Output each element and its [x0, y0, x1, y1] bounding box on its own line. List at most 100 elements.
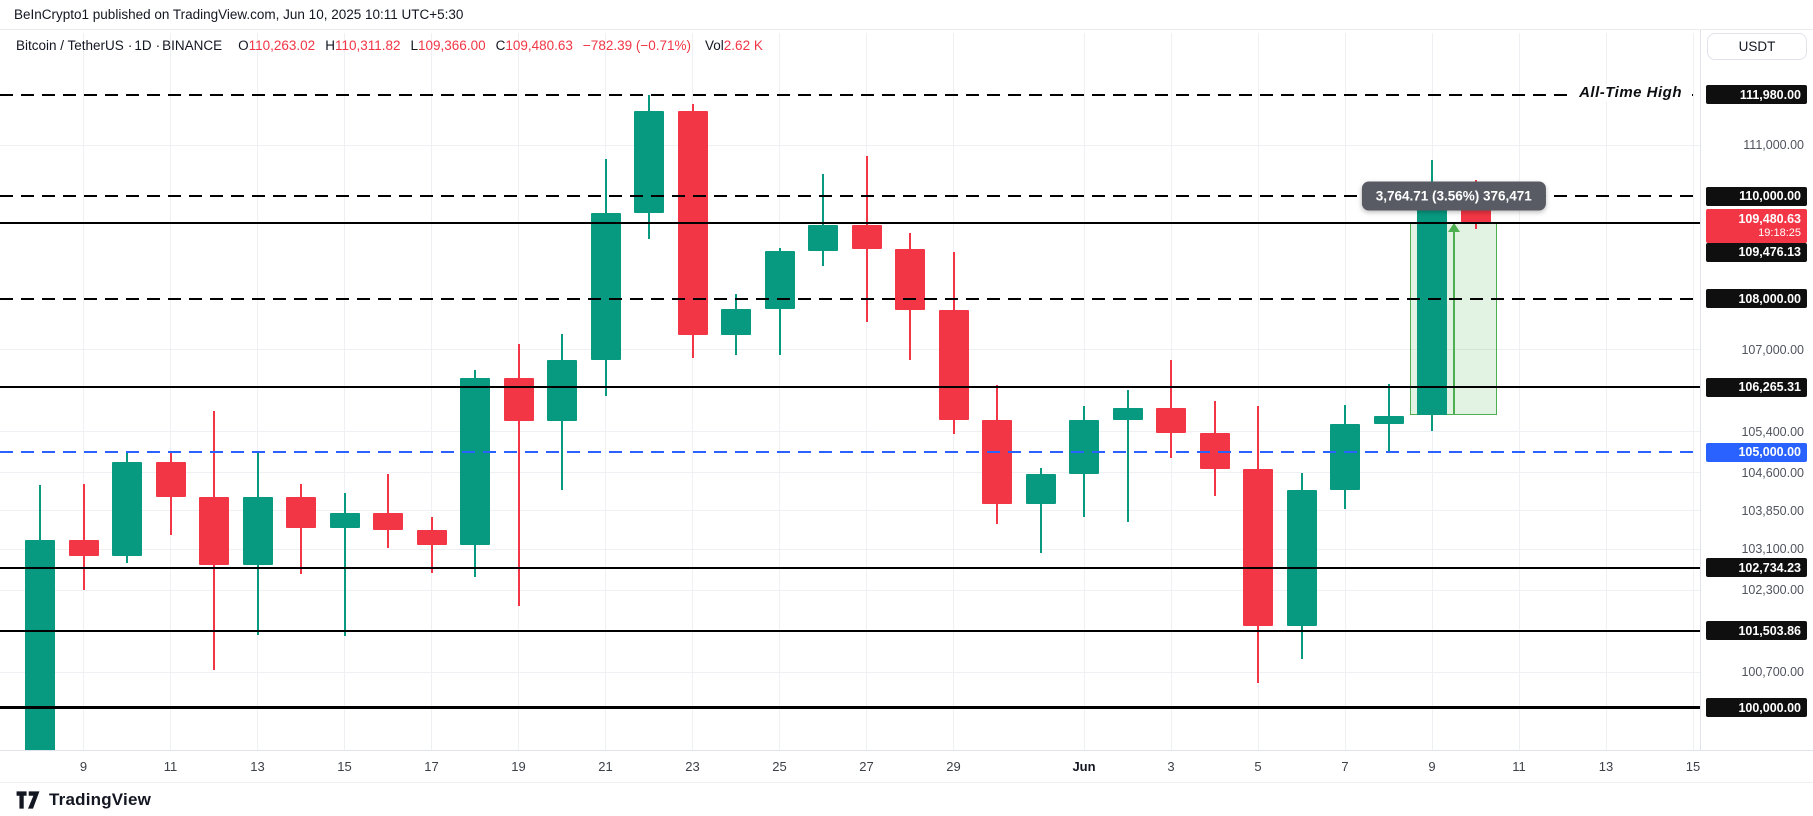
symbol-legend: Bitcoin / TetherUS · 1D · BINANCE O110,2…	[16, 38, 763, 53]
time-tick-label: 25	[772, 759, 787, 774]
time-axis[interactable]: 9 11 13 15 17 19 21 23 25 27 29 Jun 3 5 7 9 11 13 15	[0, 750, 1813, 782]
volume-label: Vol	[705, 38, 724, 53]
candle-body	[242, 497, 273, 566]
price-level-badge: 109,476.13	[1706, 242, 1807, 262]
grid-line-vertical	[1518, 33, 1520, 750]
price-level-badge: 105,000.00	[1706, 442, 1807, 462]
measure-arrowhead-icon	[1447, 223, 1460, 232]
last-price-badge: 109,480.63 19:18:25	[1706, 208, 1807, 243]
grid-line-horizontal	[0, 589, 1701, 591]
legend-separator-2: ·	[155, 38, 161, 53]
candle-wick	[300, 484, 302, 574]
price-tick-label: 104,600.00	[1741, 465, 1804, 480]
time-tick-label: 29	[946, 759, 961, 774]
price-level-line[interactable]	[0, 706, 1701, 710]
candle-body	[460, 377, 490, 545]
grid-line-vertical	[83, 33, 84, 750]
candle-body	[199, 497, 229, 566]
candle-body	[68, 539, 99, 557]
grid-line-horizontal	[0, 548, 1701, 550]
legend-symbol[interactable]: Bitcoin / TetherUS	[16, 38, 124, 53]
candle-body	[286, 497, 316, 529]
time-tick-label: 7	[1341, 759, 1349, 774]
price-level-line[interactable]	[0, 93, 1701, 96]
ohlc-high-label: H	[325, 38, 335, 53]
grid-line-vertical	[1605, 33, 1607, 750]
candle-body	[1199, 432, 1230, 469]
grid-line-horizontal	[0, 472, 1701, 474]
candle-wick	[343, 492, 346, 636]
price-level-badge: 102,734.23	[1706, 558, 1807, 578]
candle-body	[25, 539, 55, 750]
time-tick-label: 15	[337, 759, 352, 774]
price-tick-label: 105,400.00	[1741, 424, 1804, 439]
ohlc-high-value: 110,311.82	[334, 38, 401, 53]
time-tick-label: 21	[598, 759, 613, 774]
ohlc-open-value: 110,263.02	[248, 38, 316, 53]
price-level-line[interactable]	[0, 297, 1701, 300]
candle-body	[721, 309, 751, 335]
candle-wick	[1126, 390, 1129, 523]
time-tick-label: 9	[79, 759, 88, 774]
chart-plot-surface[interactable]: All-Time High 3,764.71 (3.56%) 376,471	[0, 0, 1701, 750]
price-level-badge: 108,000.00	[1706, 289, 1807, 309]
price-tick-label: 111,000.00	[1743, 138, 1804, 153]
grid-line-horizontal	[0, 144, 1701, 146]
candle-body	[851, 224, 882, 249]
attribution-text: BeInCrypto1 published on TradingView.com…	[14, 7, 464, 22]
candle-body	[895, 248, 925, 310]
price-tick-label: 107,000.00	[1741, 342, 1804, 357]
time-tick-label: 19	[511, 759, 526, 774]
price-axis[interactable]: USDT 109,480.63 19:18:25 111,000.00 107,0…	[1700, 30, 1813, 750]
legend-exchange: BINANCE	[162, 38, 223, 53]
volume-value: 2.62 K	[723, 38, 763, 53]
candle-body	[1243, 468, 1273, 626]
ohlc-open-label: O	[238, 38, 249, 53]
grid-line-vertical	[1257, 33, 1259, 750]
price-level-line[interactable]	[0, 195, 1701, 198]
candle-body	[982, 419, 1012, 505]
price-level-badge: 100,000.00	[1706, 698, 1807, 718]
measure-tooltip: 3,764.71 (3.56%) 376,471	[1361, 181, 1546, 211]
candle-body	[1373, 415, 1404, 424]
candle-body	[1069, 420, 1099, 474]
legend-separator-1: ·	[127, 38, 133, 53]
price-level-line[interactable]	[0, 451, 1701, 454]
candle-wick	[430, 517, 433, 573]
grid-line-vertical	[692, 33, 693, 750]
price-level-line[interactable]	[0, 566, 1701, 569]
candle-body	[938, 309, 969, 420]
candle-body	[634, 110, 664, 213]
candle-wick	[387, 473, 389, 548]
tradingview-logo-text: TradingView	[49, 790, 152, 809]
ohlc-low-label: L	[410, 38, 419, 53]
ohlc-close-value: 109,480.63	[505, 38, 573, 53]
price-level-line[interactable]	[0, 222, 1701, 225]
price-tick-label: 102,300.00	[1741, 583, 1804, 598]
time-tick-label: 15	[1685, 759, 1701, 774]
time-tick-label: 27	[859, 759, 874, 774]
measure-arrow-line	[1452, 231, 1455, 415]
all-time-high-label[interactable]: All-Time High	[1569, 83, 1692, 101]
ohlc-low-value: 109,366.00	[418, 38, 486, 53]
price-level-line[interactable]	[0, 629, 1701, 632]
price-level-line[interactable]	[0, 386, 1701, 389]
candle-body	[112, 461, 142, 557]
candle-wick	[822, 173, 824, 267]
legend-interval[interactable]: 1D	[134, 38, 152, 53]
grid-line-vertical	[344, 33, 345, 750]
brand-bar: TradingView	[0, 782, 1813, 816]
grid-line-vertical	[1344, 33, 1346, 750]
price-tick-label: 103,100.00	[1741, 542, 1804, 557]
tradingview-logo[interactable]: TradingView	[14, 790, 151, 810]
candle-body	[416, 529, 447, 545]
price-level-badge: 110,000.00	[1706, 186, 1807, 206]
currency-button[interactable]: USDT	[1707, 33, 1807, 60]
price-tick-label: 100,700.00	[1741, 665, 1804, 680]
candle-wick	[1039, 468, 1042, 553]
time-tick-label: 13	[250, 759, 265, 774]
grid-line-horizontal	[0, 431, 1701, 433]
tradingview-logo-icon	[14, 790, 42, 810]
candle-body	[155, 461, 186, 498]
candle-body	[764, 250, 795, 310]
